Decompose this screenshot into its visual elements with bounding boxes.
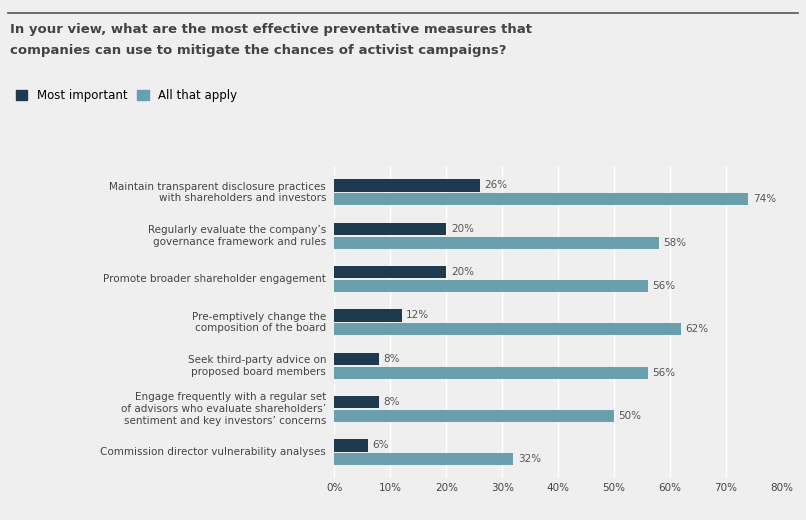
Text: 12%: 12% — [406, 310, 429, 320]
Text: 8%: 8% — [384, 354, 401, 364]
Text: 74%: 74% — [753, 194, 776, 204]
Text: 50%: 50% — [618, 411, 642, 421]
Text: 56%: 56% — [652, 281, 675, 291]
Text: 20%: 20% — [451, 267, 474, 277]
Text: 58%: 58% — [663, 238, 687, 248]
Text: 26%: 26% — [484, 180, 508, 190]
Bar — [334, 410, 614, 422]
Bar — [334, 396, 380, 408]
Bar — [334, 453, 513, 465]
Bar — [334, 309, 401, 321]
Text: In your view, what are the most effective preventative measures that: In your view, what are the most effectiv… — [10, 23, 532, 36]
Bar — [334, 439, 368, 451]
Text: companies can use to mitigate the chances of activist campaigns?: companies can use to mitigate the chance… — [10, 44, 506, 57]
Bar — [334, 193, 748, 205]
Bar — [334, 353, 380, 365]
Bar — [334, 323, 681, 335]
Bar — [334, 280, 648, 292]
Text: 6%: 6% — [372, 440, 389, 450]
Bar — [334, 223, 447, 235]
Text: 32%: 32% — [518, 454, 541, 464]
Bar — [334, 237, 659, 249]
Text: 62%: 62% — [686, 324, 708, 334]
Text: 8%: 8% — [384, 397, 401, 407]
Text: 20%: 20% — [451, 224, 474, 234]
Legend: Most important, All that apply: Most important, All that apply — [15, 89, 237, 102]
Text: 56%: 56% — [652, 368, 675, 378]
Bar — [334, 179, 480, 191]
Bar — [334, 367, 648, 379]
Bar — [334, 266, 447, 278]
